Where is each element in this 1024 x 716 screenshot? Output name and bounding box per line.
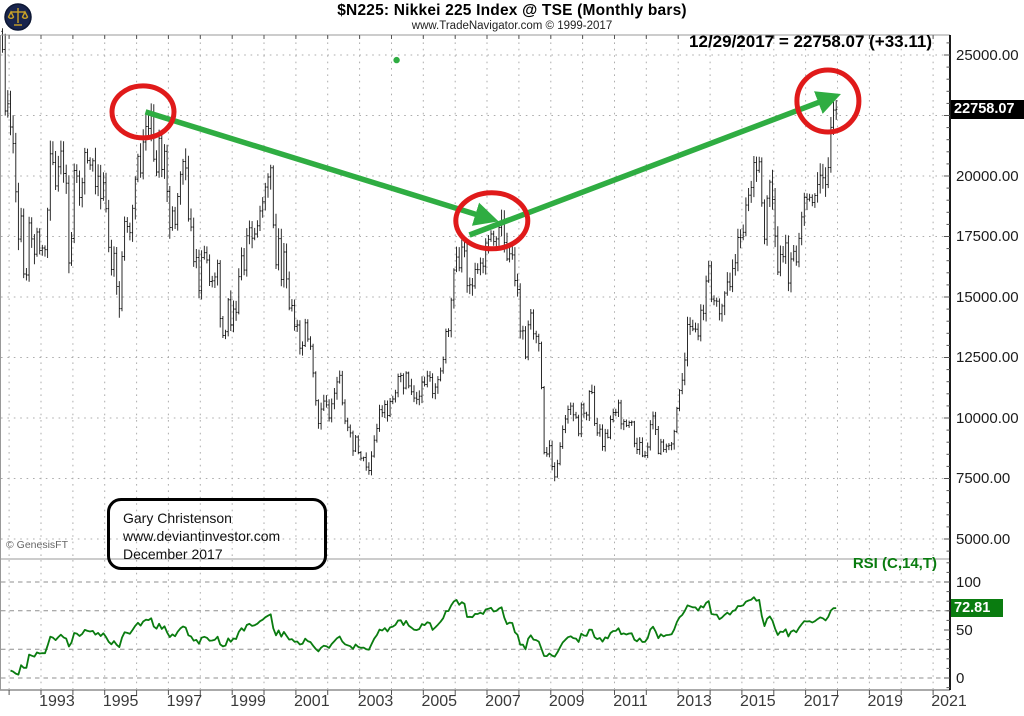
year-axis-label: 2001: [294, 693, 330, 710]
annotation-website: www.deviantinvestor.com: [123, 528, 281, 544]
highlight-circles: [109, 67, 862, 252]
genesis-logo-icon: [4, 3, 32, 31]
year-axis-label: 2021: [931, 693, 967, 710]
rsi-indicator-label: RSI (C,14,T): [852, 555, 937, 572]
price-axis-label: 15000.00: [956, 288, 1019, 306]
year-axis-label: 1995: [102, 693, 139, 710]
price-axis-label: 5000.00: [956, 530, 1011, 548]
rsi-axis-label: 0: [956, 669, 965, 687]
trendlines: [144, 91, 841, 238]
price-axis-label: 7500.00: [956, 470, 1011, 487]
year-axis-label: 1993: [39, 693, 75, 710]
rsi-line: [10, 596, 837, 676]
year-axis-label: 2007: [485, 693, 521, 710]
year-axis-label: 1999: [230, 693, 266, 710]
last-price-axis-flag: 22758.07: [951, 100, 1024, 119]
pane-borders: [0, 34, 951, 691]
year-axis-label: 2013: [676, 693, 712, 710]
price-axis-label: 20000.00: [956, 167, 1019, 185]
year-axis-label: 2005: [421, 693, 458, 710]
year-axis-label: 2003: [357, 693, 394, 710]
annotation-author: Gary Christenson: [123, 510, 232, 526]
year-axis-label: 2017: [803, 693, 840, 710]
chart-subtitle: www.TradeNavigator.com © 1999-2017: [411, 20, 613, 32]
year-gridlines: [8, 36, 934, 689]
rsi-axis-label: 100: [956, 573, 982, 591]
tick-marks: [8, 35, 950, 695]
year-axis-label: 2019: [867, 693, 904, 710]
price-axis-label: 12500.00: [956, 349, 1019, 366]
last-quote-readout: 12/29/2017 = 22758.07 (+33.11): [689, 32, 932, 51]
annotation-date: December 2017: [123, 546, 223, 562]
price-axis-label: 10000.00: [956, 409, 1019, 427]
year-axis-label: 2009: [548, 693, 585, 710]
genesis-copyright-watermark: © GenesisFT: [6, 539, 69, 551]
chart-title: $N225: Nikkei 225 Index @ TSE (Monthly b…: [337, 2, 687, 19]
rsi-value-axis-flag: 72.81: [951, 599, 1003, 617]
price-gridlines: [1, 54, 949, 540]
price-axis-label: 17500.00: [956, 228, 1019, 245]
rsi-gridlines: [1, 581, 949, 679]
price-axis-label: 25000.00: [956, 46, 1019, 64]
price-bars: [1, 28, 838, 482]
author-annotation-box: Gary Christenson www.deviantinvestor.com…: [107, 498, 327, 570]
year-axis-label: 1997: [166, 693, 203, 710]
year-axis-label: 2015: [740, 693, 776, 710]
year-axis-label: 2011: [613, 693, 648, 710]
rsi-axis-label: 50: [956, 621, 973, 639]
green-dot-marker: [393, 56, 400, 64]
